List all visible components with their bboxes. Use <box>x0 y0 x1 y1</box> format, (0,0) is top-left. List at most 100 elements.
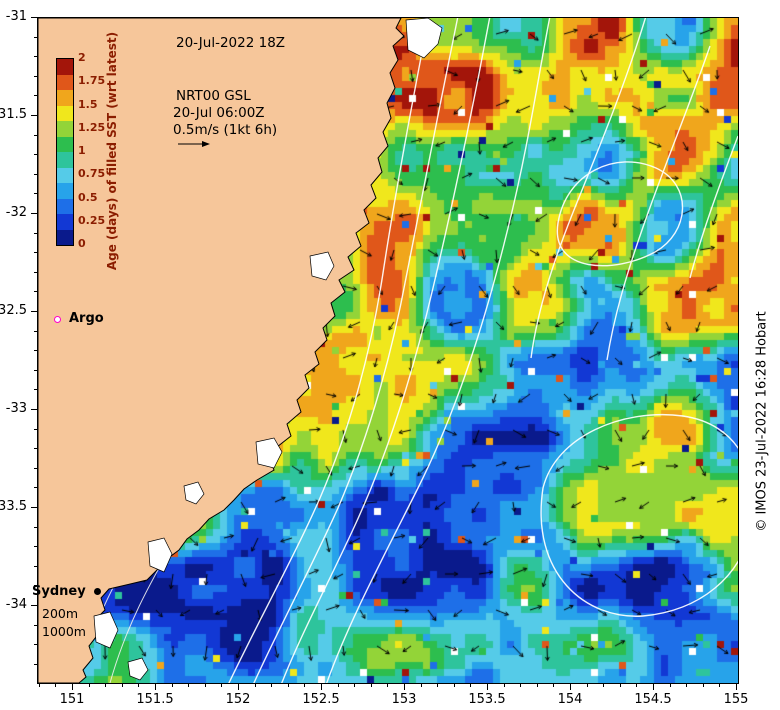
x-tick-mark <box>586 684 588 687</box>
y-tick-mark <box>34 95 37 97</box>
colorbar-segment <box>57 121 73 137</box>
x-tick-label: 152 <box>225 692 251 707</box>
y-tick-mark <box>31 213 37 214</box>
x-tick-mark <box>72 684 73 690</box>
y-tick-mark <box>34 526 37 528</box>
x-tick-mark <box>221 684 223 687</box>
y-tick-mark <box>31 409 37 410</box>
y-tick-mark <box>34 369 37 371</box>
x-tick-label: 153.5 <box>468 692 506 707</box>
x-tick-label: 154 <box>557 692 583 707</box>
depth-label-1000m: 1000m <box>42 624 86 639</box>
colorbar-segment <box>57 59 73 75</box>
y-tick-mark <box>34 154 37 156</box>
colorbar-tick-label: 0.5 <box>78 190 98 204</box>
y-tick-mark <box>31 605 37 606</box>
y-tick-label: -33 <box>5 401 27 416</box>
x-tick-mark <box>337 684 339 687</box>
y-tick-mark <box>34 487 37 489</box>
y-tick-mark <box>34 56 37 58</box>
x-tick-mark <box>404 684 405 690</box>
y-axis: -31 -31.5 -32 -32.5 -33 -33.5 -34 <box>0 9 37 684</box>
x-tick-mark <box>636 684 638 687</box>
x-tick-mark <box>354 684 356 687</box>
map-plot: Age (days) of filled SST (wrt latest) 20… <box>32 17 739 684</box>
y-tick-mark <box>34 173 37 175</box>
y-tick-mark <box>34 448 37 450</box>
land-mass <box>38 18 405 683</box>
x-tick-mark <box>453 684 455 687</box>
colorbar-tick-label: 0.25 <box>78 213 106 227</box>
y-tick-label: -32.5 <box>0 303 27 318</box>
depth-label-200m: 200m <box>42 606 79 621</box>
x-tick-mark <box>171 684 173 687</box>
x-tick-mark <box>470 684 472 687</box>
annotation-vector-scale: 0.5m/s (1kt 6h) <box>173 122 278 138</box>
colorbar <box>56 58 74 246</box>
x-tick-mark <box>520 684 522 687</box>
y-tick-mark <box>31 115 37 116</box>
x-tick-mark <box>653 684 654 690</box>
y-tick-mark <box>34 36 37 38</box>
y-tick-label: -34 <box>5 597 27 612</box>
colorbar-tick-label: 1.5 <box>78 97 98 111</box>
x-tick-mark <box>702 684 704 687</box>
y-tick-mark <box>34 232 37 234</box>
x-tick-mark <box>553 684 555 687</box>
y-tick-mark <box>34 565 37 567</box>
y-tick-label: -32 <box>5 205 27 220</box>
x-tick-mark <box>105 684 107 687</box>
x-tick-mark <box>38 684 40 687</box>
y-tick-mark <box>34 467 37 469</box>
x-axis: 151 151.5 152 152.5 153 153.5 154 154.5 155 <box>37 684 748 710</box>
x-tick-mark <box>536 684 538 687</box>
annotation-product-time: 20-Jul 06:00Z <box>173 105 265 121</box>
x-tick-mark <box>603 684 605 687</box>
x-tick-mark <box>719 684 721 687</box>
gsl-contour-lines <box>228 18 738 683</box>
x-tick-label: 152.5 <box>302 692 340 707</box>
colorbar-segment <box>57 105 73 121</box>
x-tick-mark <box>437 684 439 687</box>
colorbar-tick-label: 2 <box>78 51 86 64</box>
x-tick-mark <box>238 684 239 690</box>
credit-text: © IMOS 23-Jul-2022 16:28 Hobart <box>754 311 770 532</box>
y-tick-mark <box>34 389 37 391</box>
argo-label: Argo <box>69 311 104 326</box>
x-tick-mark <box>387 684 389 687</box>
x-tick-mark <box>570 684 571 690</box>
annotation-product: NRT00 GSL <box>176 88 251 104</box>
colorbar-segment <box>57 90 73 106</box>
colorbar-segment <box>57 167 73 183</box>
colorbar-tick-label: 1.75 <box>78 74 106 88</box>
x-tick-mark <box>121 684 123 687</box>
x-tick-mark <box>155 684 156 690</box>
cloud-patches <box>93 18 443 681</box>
y-tick-mark <box>34 350 37 352</box>
x-tick-mark <box>55 684 57 687</box>
y-tick-mark <box>34 546 37 548</box>
colorbar-segment <box>57 136 73 152</box>
x-tick-mark <box>686 684 688 687</box>
y-tick-label: -31 <box>5 9 27 24</box>
y-tick-mark <box>34 624 37 626</box>
colorbar-tick-label: 1.25 <box>78 120 106 134</box>
colorbar-title: Age (days) of filled SST (wrt latest) <box>105 31 119 271</box>
x-tick-mark <box>138 684 140 687</box>
x-tick-label: 153 <box>391 692 417 707</box>
x-tick-mark <box>271 684 273 687</box>
y-tick-mark <box>34 252 37 254</box>
x-tick-label: 154.5 <box>634 692 672 707</box>
y-tick-mark <box>34 644 37 646</box>
y-tick-mark <box>31 17 37 18</box>
x-tick-mark <box>669 684 671 687</box>
x-tick-mark <box>420 684 422 687</box>
colorbar-tick-label: 0.75 <box>78 167 106 181</box>
x-tick-mark <box>736 684 737 690</box>
y-tick-mark <box>34 428 37 430</box>
y-tick-mark <box>31 507 37 508</box>
y-tick-mark <box>34 271 37 273</box>
x-tick-mark <box>88 684 90 687</box>
x-tick-mark <box>370 684 372 687</box>
y-tick-label: -33.5 <box>0 499 27 514</box>
